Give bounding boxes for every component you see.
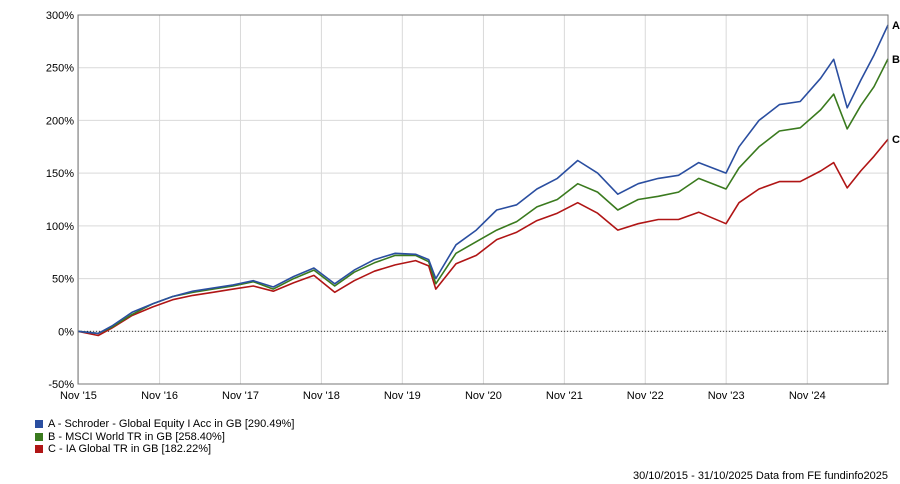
y-tick-label: 200% <box>46 115 74 127</box>
performance-chart: -50%0%50%100%150%200%250%300% Nov '15 Nov… <box>46 10 900 402</box>
x-tick-label: Nov '16 <box>141 390 178 402</box>
y-tick-label: 250% <box>46 63 74 75</box>
gridlines <box>77 14 888 385</box>
data-source-footer: 30/10/2015 - 31/10/2025 Data from FE fun… <box>632 470 888 482</box>
y-tick-label: -50% <box>48 379 74 391</box>
y-tick-label: 50% <box>52 274 74 286</box>
legend-label-b: B - MSCI World TR in GB [258.40%] <box>48 430 225 443</box>
legend-label-c: C - IA Global TR in GB [182.22%] <box>48 443 212 455</box>
series-line-a <box>77 24 889 335</box>
y-tick-label: 100% <box>46 221 74 233</box>
y-tick-label: 150% <box>46 168 74 180</box>
x-axis-ticks: Nov '15 Nov '16 Nov '17 Nov '18 Nov '19 Nov '… <box>60 390 826 402</box>
legend-label-a: A - Schroder - Global Equity I Acc in GB… <box>48 418 295 430</box>
y-tick-label: 0% <box>58 326 74 338</box>
legend-item-c: C - IA Global TR in GB [182.22%] <box>35 443 294 456</box>
x-tick-label: Nov '21 <box>546 390 583 402</box>
legend-swatch-c <box>35 445 43 454</box>
x-tick-label: Nov '20 <box>465 390 502 402</box>
y-axis-ticks: -50% 0% 50% 100% 150% 200% 250% 300% <box>46 10 74 391</box>
series-end-label-a: A <box>892 20 900 32</box>
series-lines <box>77 24 889 337</box>
legend-item-a: A - Schroder - Global Equity I Acc in GB… <box>35 418 294 431</box>
series-end-labels: C B A <box>892 20 900 146</box>
y-tick-label: 300% <box>46 10 74 22</box>
legend-swatch-b <box>35 432 43 441</box>
series-line-c <box>77 138 889 337</box>
x-tick-label: Nov '22 <box>627 390 664 402</box>
plot-frame <box>77 14 889 385</box>
x-tick-label: Nov '19 <box>384 390 421 402</box>
series-end-label-c: C <box>892 134 900 146</box>
x-tick-label: Nov '23 <box>708 390 745 402</box>
x-tick-label: Nov '17 <box>222 390 259 402</box>
series-end-label-b: B <box>892 54 900 66</box>
x-tick-label: Nov '24 <box>789 390 826 402</box>
x-tick-label: Nov '15 <box>60 390 97 402</box>
series-line-b <box>77 58 889 335</box>
legend-swatch-a <box>35 420 43 429</box>
x-tick-label: Nov '18 <box>303 390 340 402</box>
legend-item-b: B - MSCI World TR in GB [258.40%] <box>35 431 294 444</box>
legend: A - Schroder - Global Equity I Acc in GB… <box>35 418 294 456</box>
